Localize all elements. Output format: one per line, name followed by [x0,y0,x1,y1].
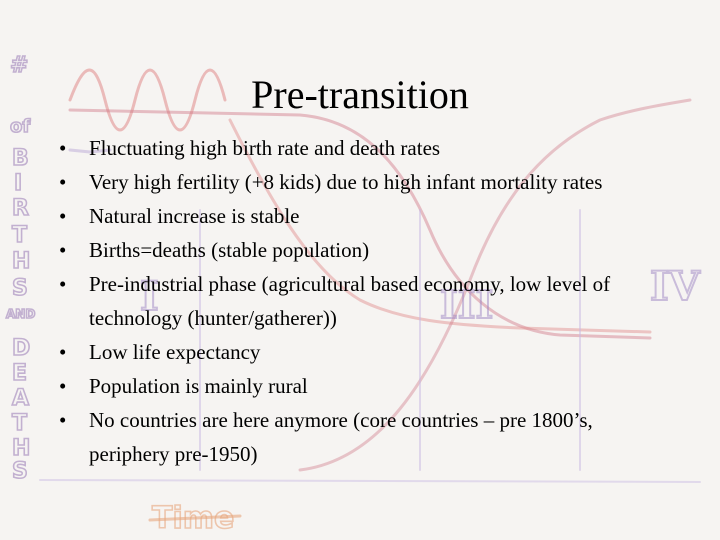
birth-rate-curve [68,108,652,340]
bullet-text: Population is mainly rural [89,374,308,398]
bullet-text: No countries are here anymore (core coun… [89,408,593,466]
stage-numeral-iii: III [440,282,493,327]
svg-text:H: H [12,249,30,274]
bullet-dot: • [59,170,67,194]
svg-text:S: S [12,459,28,484]
bullet-item: • Births=deaths (stable population) [55,233,675,267]
bullet-text: Pre-industrial phase (agricultural based… [89,272,611,330]
bullet-dot: • [59,136,67,160]
bullet-item: • Very high fertility (+8 kids) due to hi… [55,165,675,199]
svg-text:T: T [12,411,27,436]
population-curve [298,98,692,472]
bullet-text: Very high fertility (+8 kids) due to hig… [89,170,603,194]
time-axis [39,479,701,483]
svg-text:I: I [14,171,22,196]
bullet-item: • Natural increase is stable [55,199,675,233]
bullet-dot: • [59,238,67,262]
death-rate-curve [68,68,227,132]
bullet-item: • Low life expectancy [55,335,675,369]
stage-numeral-i: I [140,273,159,320]
axis-label-deaths: D [12,336,30,361]
bullet-text: Births=deaths (stable population) [89,238,370,262]
time-arrow [148,514,242,522]
bullet-item: • No countries are here anymore (core cou… [55,403,675,471]
bullet-list: • Fluctuating high birth rate and death r… [55,131,675,471]
bullet-text: Natural increase is stable [89,204,300,228]
bullet-item: • Fluctuating high birth rate and death r… [55,131,675,165]
stage-numeral-iv: IV [650,263,701,310]
bullet-item: • Population is mainly rural [55,369,675,403]
time-label: Time [152,501,234,536]
svg-text:S: S [12,276,28,301]
axis-label-of: of [10,116,30,137]
bullet-dot: • [59,374,67,398]
bullet-dot: • [59,408,67,432]
death-rate-drop [228,118,652,334]
axis-label-births: B [12,146,29,171]
population-line [68,148,112,154]
bullet-dot: • [59,340,67,364]
svg-text:T: T [12,223,27,248]
axis-label-hash: # [10,53,28,78]
svg-text:A: A [12,386,29,411]
svg-text:E: E [12,361,27,386]
bullet-dot: • [59,272,67,296]
svg-text:H: H [12,436,30,461]
bullet-dot: • [59,204,67,228]
slide-title: Pre-transition [251,72,469,117]
bullet-text: Fluctuating high birth rate and death ra… [89,136,441,160]
axis-label-and: AND [6,307,35,321]
bullet-text: Low life expectancy [89,340,261,364]
bullet-item: • Pre-industrial phase (agricultural base… [55,267,675,335]
svg-text:R: R [12,196,29,221]
